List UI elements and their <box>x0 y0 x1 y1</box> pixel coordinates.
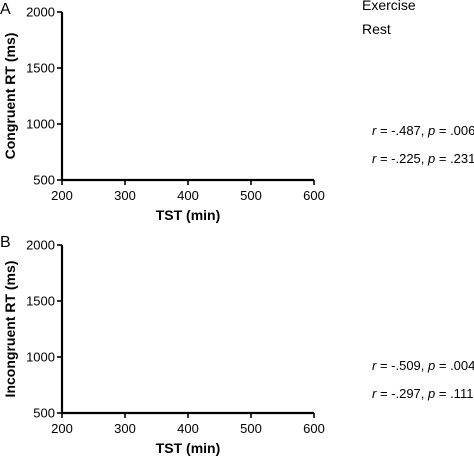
x-tick-label: 200 <box>51 421 73 436</box>
stat-value: = .231 <box>435 151 474 166</box>
x-axis-title: TST (min) <box>156 440 221 456</box>
x-tick-label: 600 <box>303 421 325 436</box>
stat-value: = .006 <box>435 123 474 138</box>
x-tick-label: 600 <box>303 188 325 203</box>
stat-symbol: p <box>427 386 435 401</box>
panel-b: B 500 1000 1500 2000 200 300 400 500 600 TST (min)… <box>0 234 474 456</box>
x-axis-title: TST (min) <box>156 207 221 223</box>
y-tick-label: 1000 <box>26 350 55 365</box>
y-tick-label: 1500 <box>26 294 55 309</box>
stat-symbol: r <box>372 358 377 373</box>
y-tick-label: 500 <box>33 173 55 188</box>
x-tick-label: 400 <box>177 421 199 436</box>
x-tick-label: 400 <box>177 188 199 203</box>
panel-a: A 500 1000 1500 2000 200 300 400 500 600 TST (min)… <box>0 1 474 223</box>
stat-symbol: r <box>372 151 377 166</box>
legend-item-rest: Rest <box>362 21 391 37</box>
y-axis-title: Congruent RT (ms) <box>2 33 18 160</box>
y-tick-label: 1000 <box>26 117 55 132</box>
x-tick-label: 500 <box>240 421 262 436</box>
stat-symbol: r <box>372 386 377 401</box>
stat-value: = -.487, <box>376 123 428 138</box>
stat-value: = .111 <box>435 386 473 401</box>
stat-symbol: p <box>427 123 435 138</box>
stat-symbol: r <box>372 123 377 138</box>
correlation-stat: r = -.509, p = .004 <box>372 358 474 373</box>
correlation-stat: r = -.297, p = .111 <box>372 386 473 401</box>
x-tick-label: 200 <box>51 188 73 203</box>
y-tick-label: 1500 <box>26 61 55 76</box>
stat-value: = .004 <box>435 358 474 373</box>
x-tick-label: 500 <box>240 188 262 203</box>
y-tick-label: 500 <box>33 406 55 421</box>
correlation-stat: r = -.225, p = .231 <box>372 151 474 166</box>
stat-value: = -.297, <box>376 386 428 401</box>
panel-label: A <box>0 1 11 18</box>
panel-label: B <box>0 234 11 251</box>
stat-symbol: p <box>427 151 435 166</box>
y-axis-title: Incongruent RT (ms) <box>2 261 18 398</box>
correlation-stat: r = -.487, p = .006 <box>372 123 474 138</box>
stat-value: = -.509, <box>376 358 428 373</box>
y-tick-label: 2000 <box>26 5 55 20</box>
y-tick-label: 2000 <box>26 238 55 253</box>
stat-value: = -.225, <box>376 151 428 166</box>
stat-symbol: p <box>427 358 435 373</box>
legend-item-exercise: Exercise <box>362 0 416 13</box>
x-tick-label: 300 <box>114 188 136 203</box>
x-tick-label: 300 <box>114 421 136 436</box>
